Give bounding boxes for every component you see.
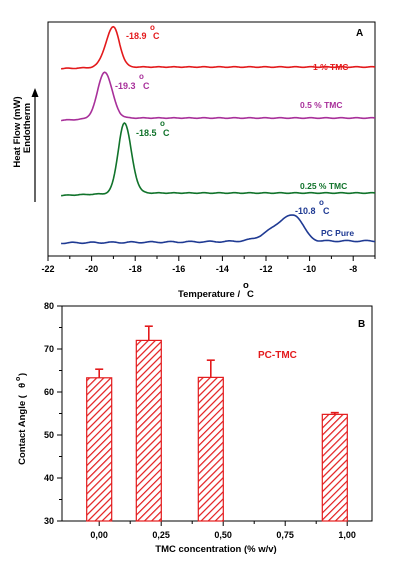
dsc-peak-unit-3: C bbox=[323, 206, 330, 216]
bar-2 bbox=[197, 376, 224, 522]
dsc-panel-label: A bbox=[356, 28, 363, 39]
dsc-peak-label-2: -18.5 bbox=[136, 128, 157, 138]
endotherm-arrowhead bbox=[31, 88, 39, 97]
dsc-ylabel: Heat Flow (mW) bbox=[12, 96, 23, 167]
bar-3 bbox=[321, 413, 348, 522]
dsc-xtick-label-7: -8 bbox=[349, 264, 357, 274]
bar-ytick-label-2: 50 bbox=[44, 430, 54, 440]
bar-xtick-label-0: 0,00 bbox=[90, 530, 108, 540]
dsc-peak-degree-0: o bbox=[150, 23, 155, 32]
bar-ytick-label-5: 80 bbox=[44, 301, 54, 311]
dsc-peak-degree-2: o bbox=[160, 119, 165, 128]
dsc-series-name-0: 1 % TMC bbox=[313, 62, 348, 72]
bar-ylabel: Contact Angle ( θ o ) bbox=[15, 373, 28, 465]
dsc-curve-2 bbox=[61, 121, 376, 197]
bar-ylabel-theta: θ bbox=[17, 383, 28, 388]
dsc-xtick-label-2: -18 bbox=[129, 264, 142, 274]
dsc-peak-degree-3: o bbox=[319, 198, 324, 207]
dsc-xtick-label-6: -10 bbox=[303, 264, 316, 274]
dsc-plot-frame bbox=[47, 21, 376, 257]
dsc-series-name-3: PC Pure bbox=[321, 228, 354, 238]
bar-ytick-label-0: 30 bbox=[44, 516, 54, 526]
bar-ytick-label-3: 60 bbox=[44, 387, 54, 397]
dsc-xlabel-unit: C bbox=[247, 289, 254, 300]
bar-xtick-label-1: 0,25 bbox=[152, 530, 170, 540]
dsc-xlabel: Temperature / bbox=[178, 289, 240, 300]
dsc-series-name-1: 0.5 % TMC bbox=[300, 100, 343, 110]
bar-xtick-label-4: 1,00 bbox=[338, 530, 356, 540]
dsc-peak-unit-1: C bbox=[143, 81, 150, 91]
dsc-curve-3 bbox=[61, 214, 376, 245]
dsc-xlabel-degree: o bbox=[243, 280, 249, 291]
dsc-curve-1 bbox=[60, 71, 376, 122]
bar-0 bbox=[86, 377, 113, 522]
dsc-peak-degree-1: o bbox=[139, 72, 144, 81]
contact-angle-chart: B PC-TMC 30 40 50 60 70 80 0,00 0,25 0,50 0,75 1,0… bbox=[15, 301, 373, 555]
dsc-xtick-label-5: -12 bbox=[259, 264, 272, 274]
dsc-peak-unit-2: C bbox=[163, 128, 170, 138]
dsc-peak-label-3: -10.8 bbox=[295, 206, 316, 216]
endotherm-label: Endotherm bbox=[22, 103, 33, 153]
bar-legend: PC-TMC bbox=[258, 350, 297, 361]
dsc-xtick-label-1: -20 bbox=[85, 264, 98, 274]
bar-xtick-label-3: 0,75 bbox=[276, 530, 294, 540]
dsc-xtick-label-4: -14 bbox=[216, 264, 229, 274]
bar-panel-label: B bbox=[358, 319, 365, 330]
bar-xtick-label-2: 0,50 bbox=[214, 530, 232, 540]
dsc-xtick-label-3: -16 bbox=[172, 264, 185, 274]
bar-ytick-label-4: 70 bbox=[44, 344, 54, 354]
dsc-peak-label-1: -19.3 bbox=[115, 81, 136, 91]
dsc-series-name-2: 0.25 % TMC bbox=[300, 181, 347, 191]
bar-ylabel-close: ) bbox=[17, 373, 28, 376]
bar-1 bbox=[135, 339, 162, 522]
bar-xlabel: TMC concentration (% w/v) bbox=[155, 544, 276, 555]
bar-ylabel-text: Contact Angle ( bbox=[17, 394, 28, 465]
dsc-peak-unit-0: C bbox=[153, 31, 160, 41]
dsc-xtick-label-0: -22 bbox=[41, 264, 54, 274]
bar-ylabel-degree: o bbox=[15, 377, 22, 381]
bar-ytick-label-1: 40 bbox=[44, 473, 54, 483]
dsc-peak-label-0: -18.9 bbox=[126, 31, 147, 41]
dsc-curve-0 bbox=[61, 25, 376, 70]
